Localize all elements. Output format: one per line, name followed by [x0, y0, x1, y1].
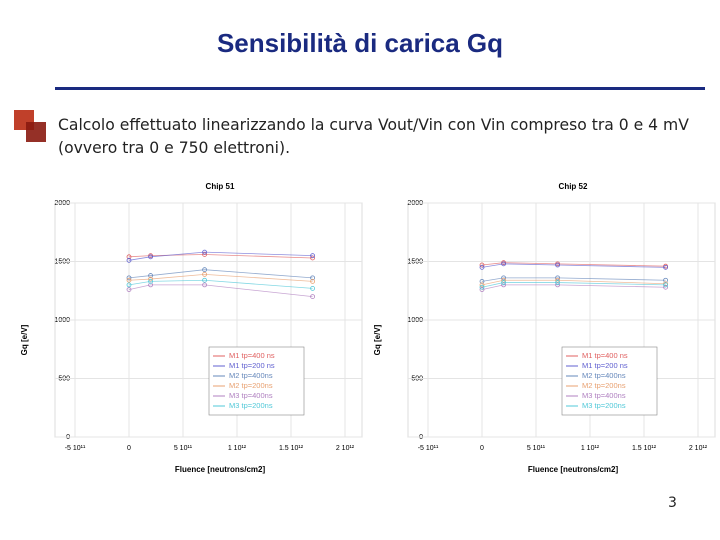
x-tick-label: 0 — [127, 445, 131, 452]
bullet-text: Calcolo effettuato linearizzando la curv… — [58, 116, 689, 157]
data-point — [663, 264, 668, 270]
x-tick-label: -5 10¹¹ — [65, 445, 86, 452]
data-point — [202, 249, 208, 255]
data-point — [202, 271, 208, 277]
title-rule — [55, 87, 705, 90]
data-point — [148, 282, 154, 288]
x-axis-label: Fluence [neutrons/cm2] — [528, 465, 619, 474]
series-line — [481, 282, 666, 288]
data-point — [479, 284, 485, 290]
data-point — [126, 282, 132, 288]
legend-box — [561, 346, 658, 416]
x-tick-label: 1 10¹² — [581, 445, 600, 452]
legend-label: M2 tp=400ns — [229, 371, 273, 380]
legend-label: M3 tp=200ns — [229, 401, 273, 410]
data-point — [479, 287, 485, 292]
legend-label: M1 tp=400 ns — [582, 351, 628, 360]
data-point — [479, 278, 485, 284]
legend-label: M2 tp=400ns — [582, 371, 626, 380]
data-point — [126, 287, 132, 292]
legend-label: M1 tp=200 ns — [229, 361, 275, 370]
legend-label: M3 tp=200ns — [582, 401, 626, 410]
slide-title: Sensibilità di carica Gq — [216, 28, 504, 58]
legend-label: M2 tp=200ns — [229, 381, 273, 390]
series-line — [481, 279, 666, 286]
x-tick-label: 1.5 10¹² — [632, 445, 657, 452]
data-point — [310, 294, 316, 300]
series-line — [481, 284, 666, 290]
series-line — [128, 273, 313, 282]
series-line — [481, 263, 666, 268]
x-tick-label: 5 10¹¹ — [527, 445, 546, 452]
series-line — [481, 262, 666, 267]
x-tick-label: 2 10¹² — [336, 445, 355, 452]
x-tick-label: 1.5 10¹² — [279, 445, 304, 452]
data-point — [202, 267, 208, 273]
series-line — [128, 254, 313, 259]
data-point — [310, 278, 316, 284]
legend-label: M3 tp=400ns — [229, 391, 273, 400]
data-point — [148, 273, 154, 278]
data-point — [501, 261, 507, 267]
data-point — [202, 277, 208, 283]
x-tick-label: 2 10¹² — [689, 445, 708, 452]
data-point — [555, 280, 560, 285]
data-point — [310, 253, 316, 259]
data-point — [663, 284, 668, 290]
data-point — [479, 264, 485, 270]
x-tick-label: 0 — [480, 445, 484, 452]
legend-label: M1 tp=200 ns — [582, 361, 628, 370]
data-point — [663, 277, 668, 283]
bullet-icon — [26, 122, 46, 142]
legend-label: M3 tp=400ns — [582, 391, 626, 400]
data-point — [126, 277, 132, 283]
chart-title: Chip 52 — [559, 182, 588, 191]
page-number: 3 — [668, 495, 677, 511]
legend-label: M1 tp=400 ns — [229, 351, 275, 360]
data-point — [148, 278, 154, 284]
series-line — [128, 279, 313, 289]
y-axis-label: Gq [e/V] — [20, 324, 29, 355]
legend-box — [208, 346, 305, 416]
series-line — [481, 277, 666, 282]
data-point — [126, 254, 132, 260]
x-tick-label: 5 10¹¹ — [174, 445, 193, 452]
series-line — [128, 251, 313, 261]
legend-label: M2 tp=200ns — [582, 381, 626, 390]
data-point — [310, 286, 316, 291]
chart-title: Chip 51 — [206, 182, 235, 191]
y-axis-label: Gq [e/V] — [373, 324, 382, 355]
x-tick-label: 1 10¹² — [228, 445, 247, 452]
data-point — [555, 262, 560, 268]
data-point — [663, 282, 668, 288]
data-point — [202, 282, 208, 288]
data-point — [310, 255, 316, 261]
x-tick-label: -5 10¹¹ — [418, 445, 439, 452]
data-point — [310, 275, 316, 281]
series-line — [128, 269, 313, 279]
data-point — [501, 280, 507, 285]
x-axis-label: Fluence [neutrons/cm2] — [175, 465, 266, 474]
data-point — [126, 257, 132, 263]
data-point — [148, 254, 154, 260]
series-line — [128, 284, 313, 297]
